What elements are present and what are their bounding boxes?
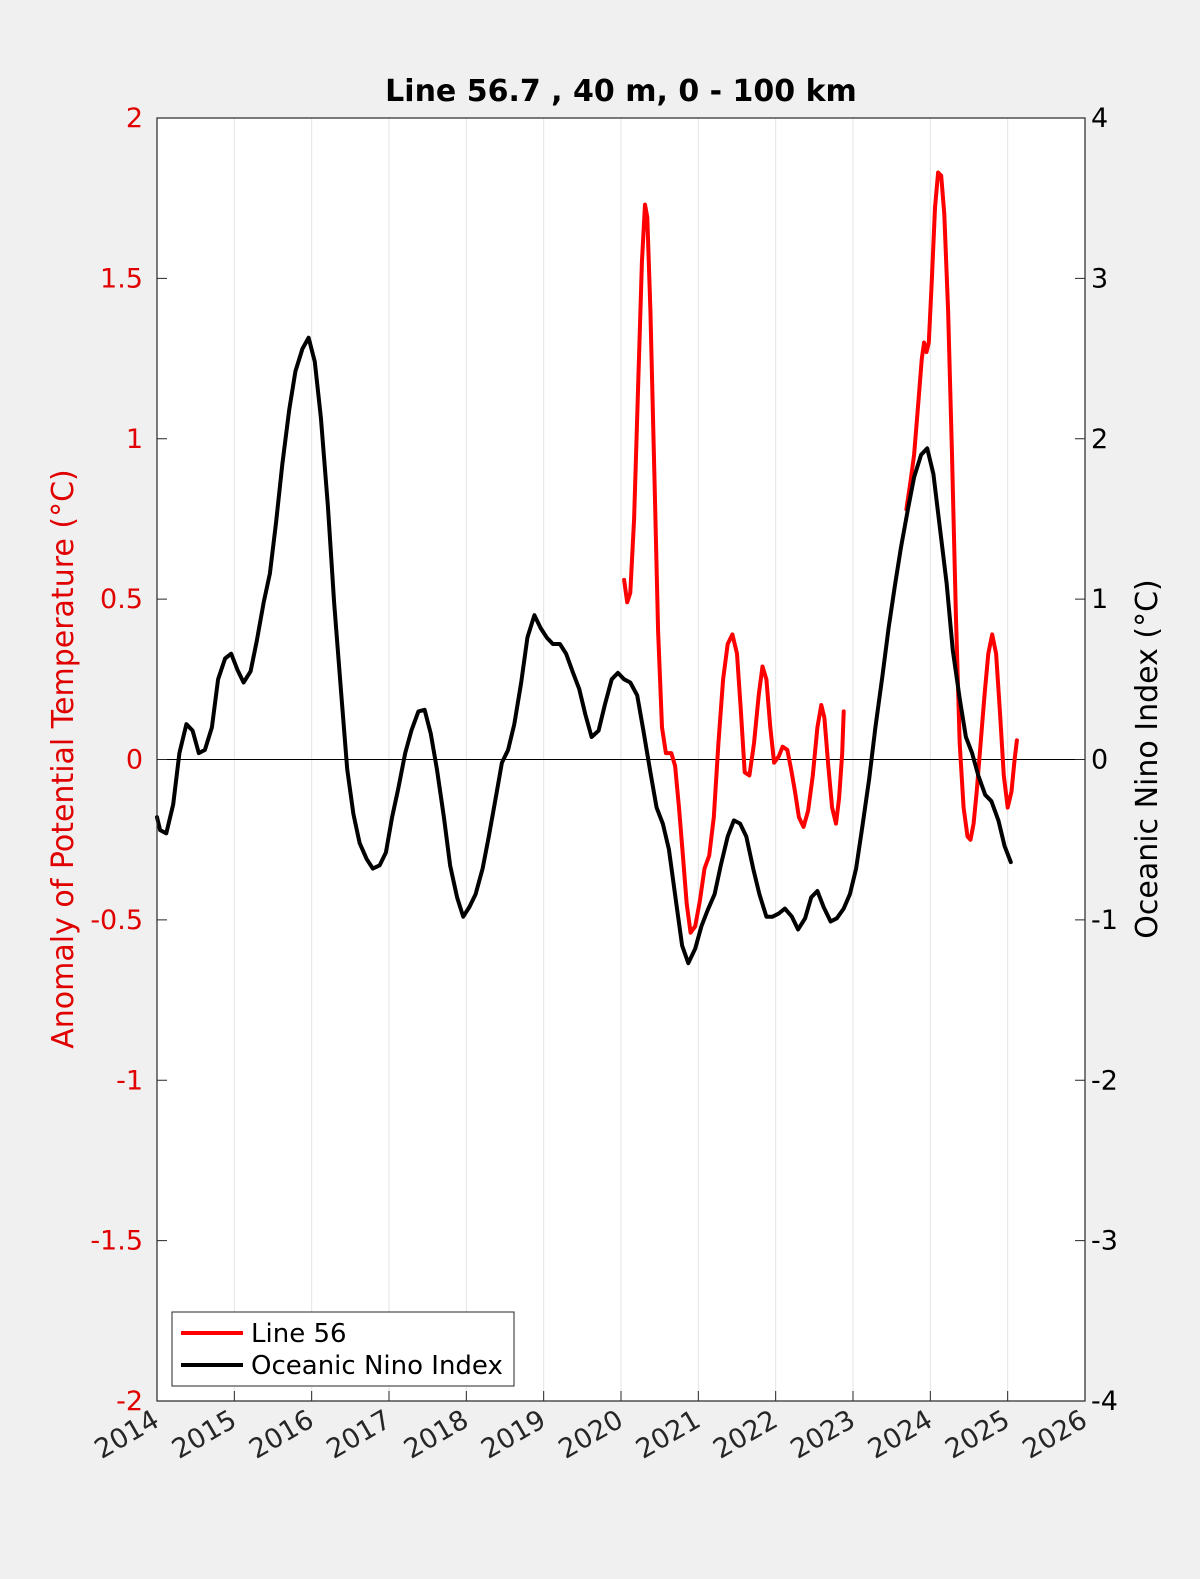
x-tick-label: 2019 xyxy=(476,1404,551,1465)
y-left-tick-label: -0.5 xyxy=(90,905,143,936)
x-tick-label: 2017 xyxy=(321,1404,396,1465)
y-left-tick-label: -1.5 xyxy=(90,1226,143,1257)
x-tick-label: 2016 xyxy=(244,1404,319,1465)
chart-title: Line 56.7 , 40 m, 0 - 100 km xyxy=(385,74,857,109)
x-tick-label: 2025 xyxy=(940,1404,1015,1465)
x-tick-label: 2021 xyxy=(631,1404,706,1465)
x-tick-label: 2023 xyxy=(785,1404,860,1465)
x-tick-label: 2018 xyxy=(399,1404,474,1465)
y-left-tick-label: 2 xyxy=(126,103,143,134)
y-axis-right-label: Oceanic Nino Index (°C) xyxy=(1130,579,1165,939)
y-left-tick-label: -1 xyxy=(116,1065,143,1096)
y-right-tick-label: -2 xyxy=(1091,1065,1118,1096)
y-right-tick-label: -4 xyxy=(1091,1386,1118,1417)
y-right-tick-label: -3 xyxy=(1091,1226,1118,1257)
y-left-tick-label: 1 xyxy=(126,424,143,455)
y-right-tick-label: 4 xyxy=(1091,103,1108,134)
y-axis-left-label: Anomaly of Potential Temperature (°C) xyxy=(46,469,81,1048)
legend-box xyxy=(171,1311,515,1387)
y-left-tick-label: 0 xyxy=(126,745,143,776)
x-tick-label: 2015 xyxy=(167,1404,242,1465)
y-right-tick-label: -1 xyxy=(1091,905,1118,936)
series-layer xyxy=(155,170,1086,1401)
y-right-tick-label: 3 xyxy=(1091,263,1108,294)
x-tick-label: 2022 xyxy=(708,1404,783,1465)
y-right-tick-label: 0 xyxy=(1091,745,1108,776)
legend: Line 56 Oceanic Nino Index xyxy=(171,1311,515,1387)
y-axis-left: -2 -1.5 -1 -0.5 0 0.5 1 1.5 2 xyxy=(90,103,167,1417)
x-tick-label: 2024 xyxy=(863,1404,938,1465)
series-line56 xyxy=(904,170,1019,842)
x-tick-label: 2020 xyxy=(553,1404,628,1465)
y-axis-right: -4 -3 -2 -1 0 1 2 3 4 xyxy=(1075,103,1118,1417)
series-oni xyxy=(155,335,1013,966)
x-axis: 2014 2015 2016 2017 2018 2019 2020 2021 2022 2023… xyxy=(89,1404,1092,1465)
legend-label-line56: Line 56 xyxy=(251,1319,347,1349)
y-left-tick-label: 1.5 xyxy=(100,263,143,294)
legend-label-oni: Oceanic Nino Index xyxy=(251,1351,503,1381)
y-left-tick-label: 0.5 xyxy=(100,584,143,615)
y-left-tick-label: -2 xyxy=(116,1386,143,1417)
y-right-tick-label: 1 xyxy=(1091,584,1108,615)
y-right-tick-label: 2 xyxy=(1091,424,1108,455)
series-line56 xyxy=(622,202,846,935)
x-tick-label: 2026 xyxy=(1017,1404,1092,1465)
